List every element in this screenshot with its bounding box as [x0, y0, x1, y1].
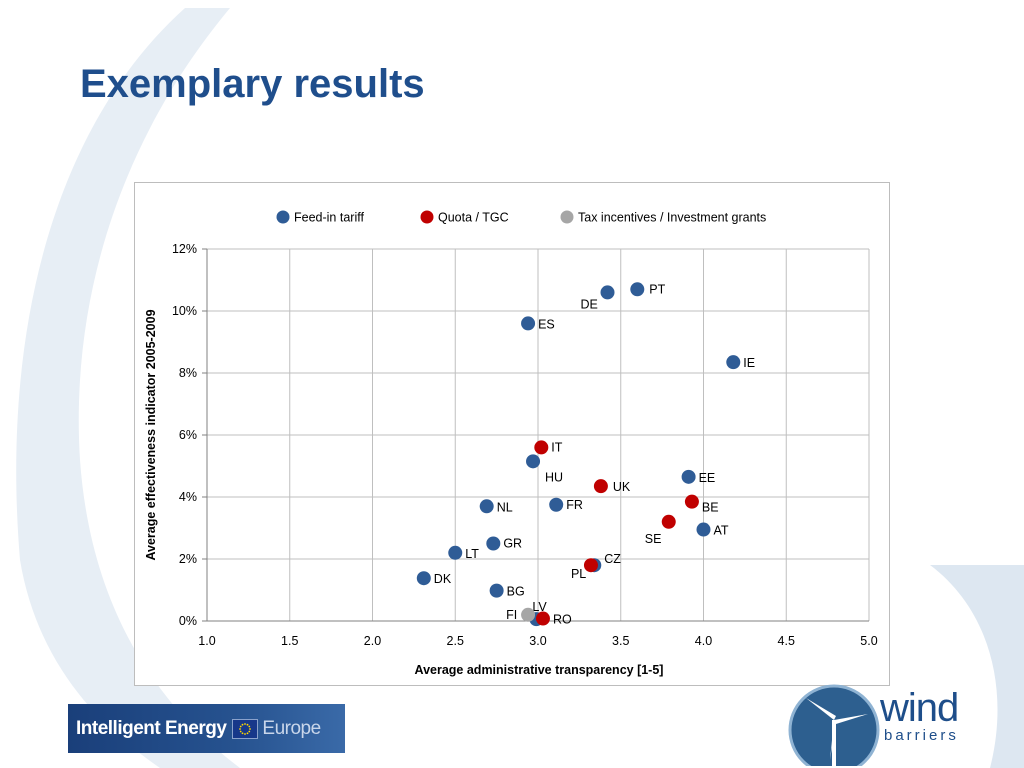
data-point-label: PL [571, 567, 586, 581]
data-point [486, 536, 501, 551]
data-point-label: HU [545, 470, 563, 484]
data-point-label: BE [702, 501, 719, 515]
x-tick-label: 4.5 [778, 634, 795, 648]
data-point [549, 497, 564, 512]
legend-label: Quota / TGC [438, 211, 509, 225]
data-point-label: LV [532, 600, 547, 614]
data-point [489, 583, 504, 598]
data-point [681, 469, 696, 484]
data-point [593, 479, 608, 494]
data-point-label: IT [551, 440, 562, 454]
data-point [583, 558, 598, 573]
data-point [600, 285, 615, 300]
data-point-label: LT [465, 547, 479, 561]
data-points: PT DE ES IE HU EE NL FR AT GR LT CZ DK BG LV IT UK BE SE PL… [416, 282, 755, 627]
y-axis-label: Average effectiveness indicator 2005-200… [144, 309, 158, 560]
x-tick-label: 5.0 [860, 634, 877, 648]
data-point-label: RO [553, 613, 572, 627]
legend: Feed-in tariff Quota / TGC Tax incentives … [276, 210, 766, 225]
data-point [448, 545, 463, 560]
x-tick-label: 2.0 [364, 634, 381, 648]
data-point-label: SE [645, 532, 662, 546]
x-tick-label: 1.0 [198, 634, 215, 648]
data-point [726, 355, 741, 370]
data-point-label: BG [507, 585, 525, 599]
eu-flag-icon [232, 718, 259, 739]
europe-logo-text: Europe [262, 717, 321, 739]
legend-label: Feed-in tariff [294, 211, 364, 225]
data-point-label: FR [566, 498, 583, 512]
wind-turbine-icon [788, 684, 880, 766]
data-point-label: FI [506, 608, 517, 622]
data-point-label: DK [434, 572, 452, 586]
y-tick-label: 4% [179, 490, 197, 504]
data-point [521, 607, 536, 622]
data-point-label: GR [503, 537, 522, 551]
data-point-label: NL [497, 500, 513, 514]
x-tick-label: 2.5 [447, 634, 464, 648]
legend-label: Tax incentives / Investment grants [578, 211, 766, 225]
data-point [535, 611, 550, 626]
x-tick-label: 1.5 [281, 634, 298, 648]
y-tick-label: 6% [179, 428, 197, 442]
data-point [684, 494, 699, 509]
scatter-chart: 1.0 1.5 2.0 2.5 3.0 3.5 4.0 4.5 5.0 0% 2% 4% 6% 8% 10%… [144, 210, 878, 677]
legend-marker [420, 210, 434, 224]
x-axis-label: Average administrative transparency [1-5… [415, 663, 664, 677]
grid-lines [206, 248, 870, 622]
data-point-label: PT [649, 282, 665, 296]
y-tick-label: 0% [179, 614, 197, 628]
x-tick-label: 4.0 [695, 634, 712, 648]
chart-frame: 1.0 1.5 2.0 2.5 3.0 3.5 4.0 4.5 5.0 0% 2% 4% 6% 8% 10%… [134, 182, 890, 686]
data-point-label: EE [699, 471, 716, 485]
x-tick-label: 3.0 [529, 634, 546, 648]
data-point-label: ES [538, 317, 555, 331]
data-point [630, 282, 645, 297]
data-point-label: UK [613, 480, 631, 494]
y-tick-label: 12% [172, 242, 197, 256]
barriers-logo-text: barriers [884, 727, 959, 744]
data-point [416, 571, 431, 586]
data-point [534, 440, 549, 455]
data-point [521, 316, 536, 331]
data-point-label: DE [581, 297, 598, 311]
legend-marker [276, 210, 290, 224]
x-tick-label: 3.5 [612, 634, 629, 648]
y-tick-label: 8% [179, 366, 197, 380]
data-point-label: AT [714, 524, 729, 538]
intelligent-energy-europe-logo: Intelligent Energy Europe [68, 704, 345, 753]
data-point-label: IE [743, 356, 755, 370]
ie-logo-text: Intelligent Energy [76, 717, 227, 739]
y-tick-label: 2% [179, 552, 197, 566]
data-point [696, 522, 711, 537]
slide-title: Exemplary results [80, 62, 425, 106]
data-point-label: CZ [604, 552, 621, 566]
tick-labels: 1.0 1.5 2.0 2.5 3.0 3.5 4.0 4.5 5.0 0% 2% 4% 6% 8% 10%… [172, 242, 878, 648]
data-point [661, 514, 676, 529]
wind-logo-text: wind [880, 686, 959, 730]
legend-marker [560, 210, 574, 224]
data-point [479, 499, 494, 514]
y-tick-label: 10% [172, 304, 197, 318]
data-point [526, 454, 541, 469]
